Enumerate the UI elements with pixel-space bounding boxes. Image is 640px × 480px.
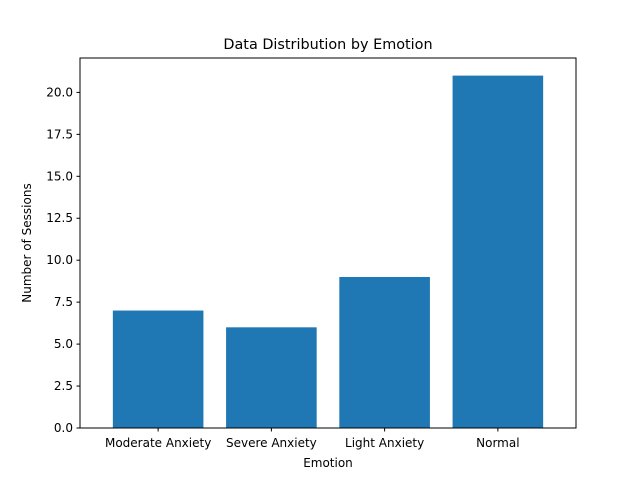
y-axis: 0.0 2.5 5.0 7.5 10.0 12.5 15.0 17.5 20.0 <box>46 85 80 435</box>
y-tick-label-8: 20.0 <box>46 85 73 99</box>
x-axis-label: Emotion <box>303 456 353 470</box>
y-axis-label: Number of Sessions <box>20 183 34 302</box>
bar-0 <box>112 310 204 428</box>
plot-frame <box>79 57 577 429</box>
y-tick-label-6: 15.0 <box>46 169 73 183</box>
bar-3 <box>452 75 544 428</box>
chart-title: Data Distribution by Emotion <box>223 37 432 53</box>
y-tick-label-2: 5.0 <box>54 337 73 351</box>
x-axis: Moderate Anxiety Severe Anxiety Light Anxi… <box>105 428 520 450</box>
y-tick-label-1: 2.5 <box>54 379 73 393</box>
y-tick-label-4: 10.0 <box>46 253 73 267</box>
x-tick-label-2: Light Anxiety <box>345 436 424 450</box>
y-tick-label-0: 0.0 <box>54 421 73 435</box>
bar-1 <box>226 327 317 428</box>
bar-2 <box>339 276 430 428</box>
bars <box>112 75 544 428</box>
x-tick-label-0: Moderate Anxiety <box>105 436 211 450</box>
y-tick-label-7: 17.5 <box>46 127 73 141</box>
y-tick-label-5: 12.5 <box>46 211 73 225</box>
y-tick-label-3: 7.5 <box>54 295 73 309</box>
x-tick-label-1: Severe Anxiety <box>226 436 317 450</box>
x-tick-label-3: Normal <box>476 436 519 450</box>
